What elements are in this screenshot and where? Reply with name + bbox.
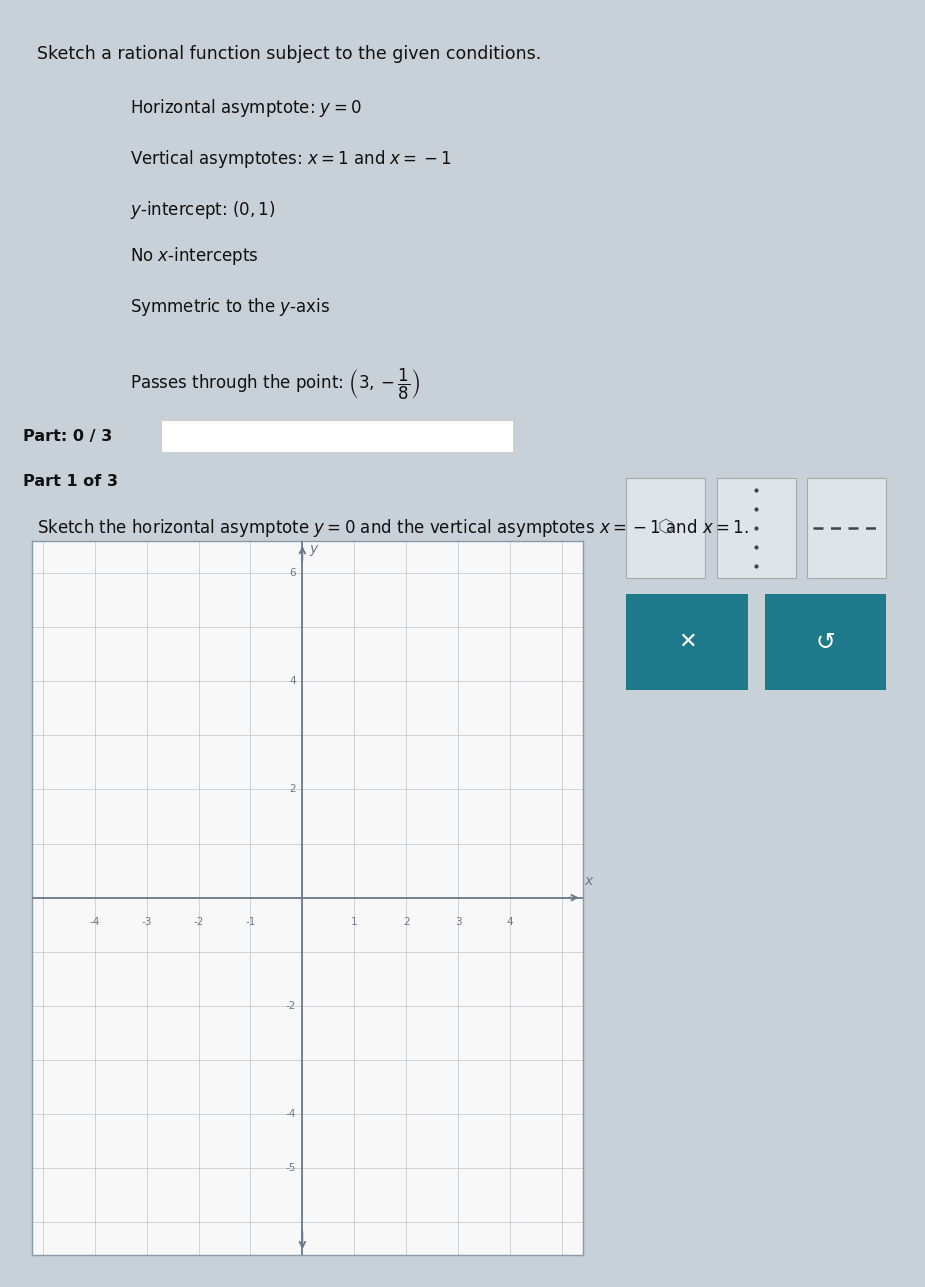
Text: Vertical asymptotes: $x=1$ and $x=-1$: Vertical asymptotes: $x=1$ and $x=-1$ [130,148,451,170]
Text: -1: -1 [245,916,255,927]
Text: 3: 3 [455,916,462,927]
Bar [765,595,886,690]
Text: ⬡: ⬡ [658,519,673,537]
Text: Sketch the horizontal asymptote $y=0$ and the vertical asymptotes $x=-1$ and $x=: Sketch the horizontal asymptote $y=0$ an… [37,517,748,539]
Text: -2: -2 [193,916,204,927]
Bar [807,477,886,578]
Text: -5: -5 [286,1163,296,1174]
Text: Passes through the point: $\left(3, -\dfrac{1}{8}\right)$: Passes through the point: $\left(3, -\df… [130,367,420,402]
Text: -4: -4 [286,1109,296,1120]
Text: Horizontal asymptote: $y=0$: Horizontal asymptote: $y=0$ [130,97,361,118]
Bar [717,477,796,578]
Text: $y$-intercept: $(0, 1)$: $y$-intercept: $(0, 1)$ [130,199,275,221]
Text: 2: 2 [290,785,296,794]
Text: Symmetric to the $y$-axis: Symmetric to the $y$-axis [130,296,330,318]
Bar [626,477,706,578]
Text: 4: 4 [507,916,513,927]
Text: Part 1 of 3: Part 1 of 3 [23,474,118,489]
Text: Sketch a rational function subject to the given conditions.: Sketch a rational function subject to th… [37,45,541,63]
Text: No $x$-intercepts: No $x$-intercepts [130,245,258,266]
Text: -2: -2 [286,1001,296,1010]
Text: ✕: ✕ [678,632,697,653]
Text: 4: 4 [290,676,296,686]
Bar [162,421,513,452]
Text: $x$: $x$ [584,874,595,888]
Text: Part: 0 / 3: Part: 0 / 3 [23,429,112,444]
Text: -3: -3 [142,916,152,927]
Text: 2: 2 [403,916,410,927]
Text: 1: 1 [351,916,358,927]
Text: 6: 6 [290,568,296,578]
Text: -4: -4 [90,916,100,927]
Text: $y$: $y$ [309,543,319,559]
Bar [626,595,747,690]
Text: ↺: ↺ [816,629,835,654]
